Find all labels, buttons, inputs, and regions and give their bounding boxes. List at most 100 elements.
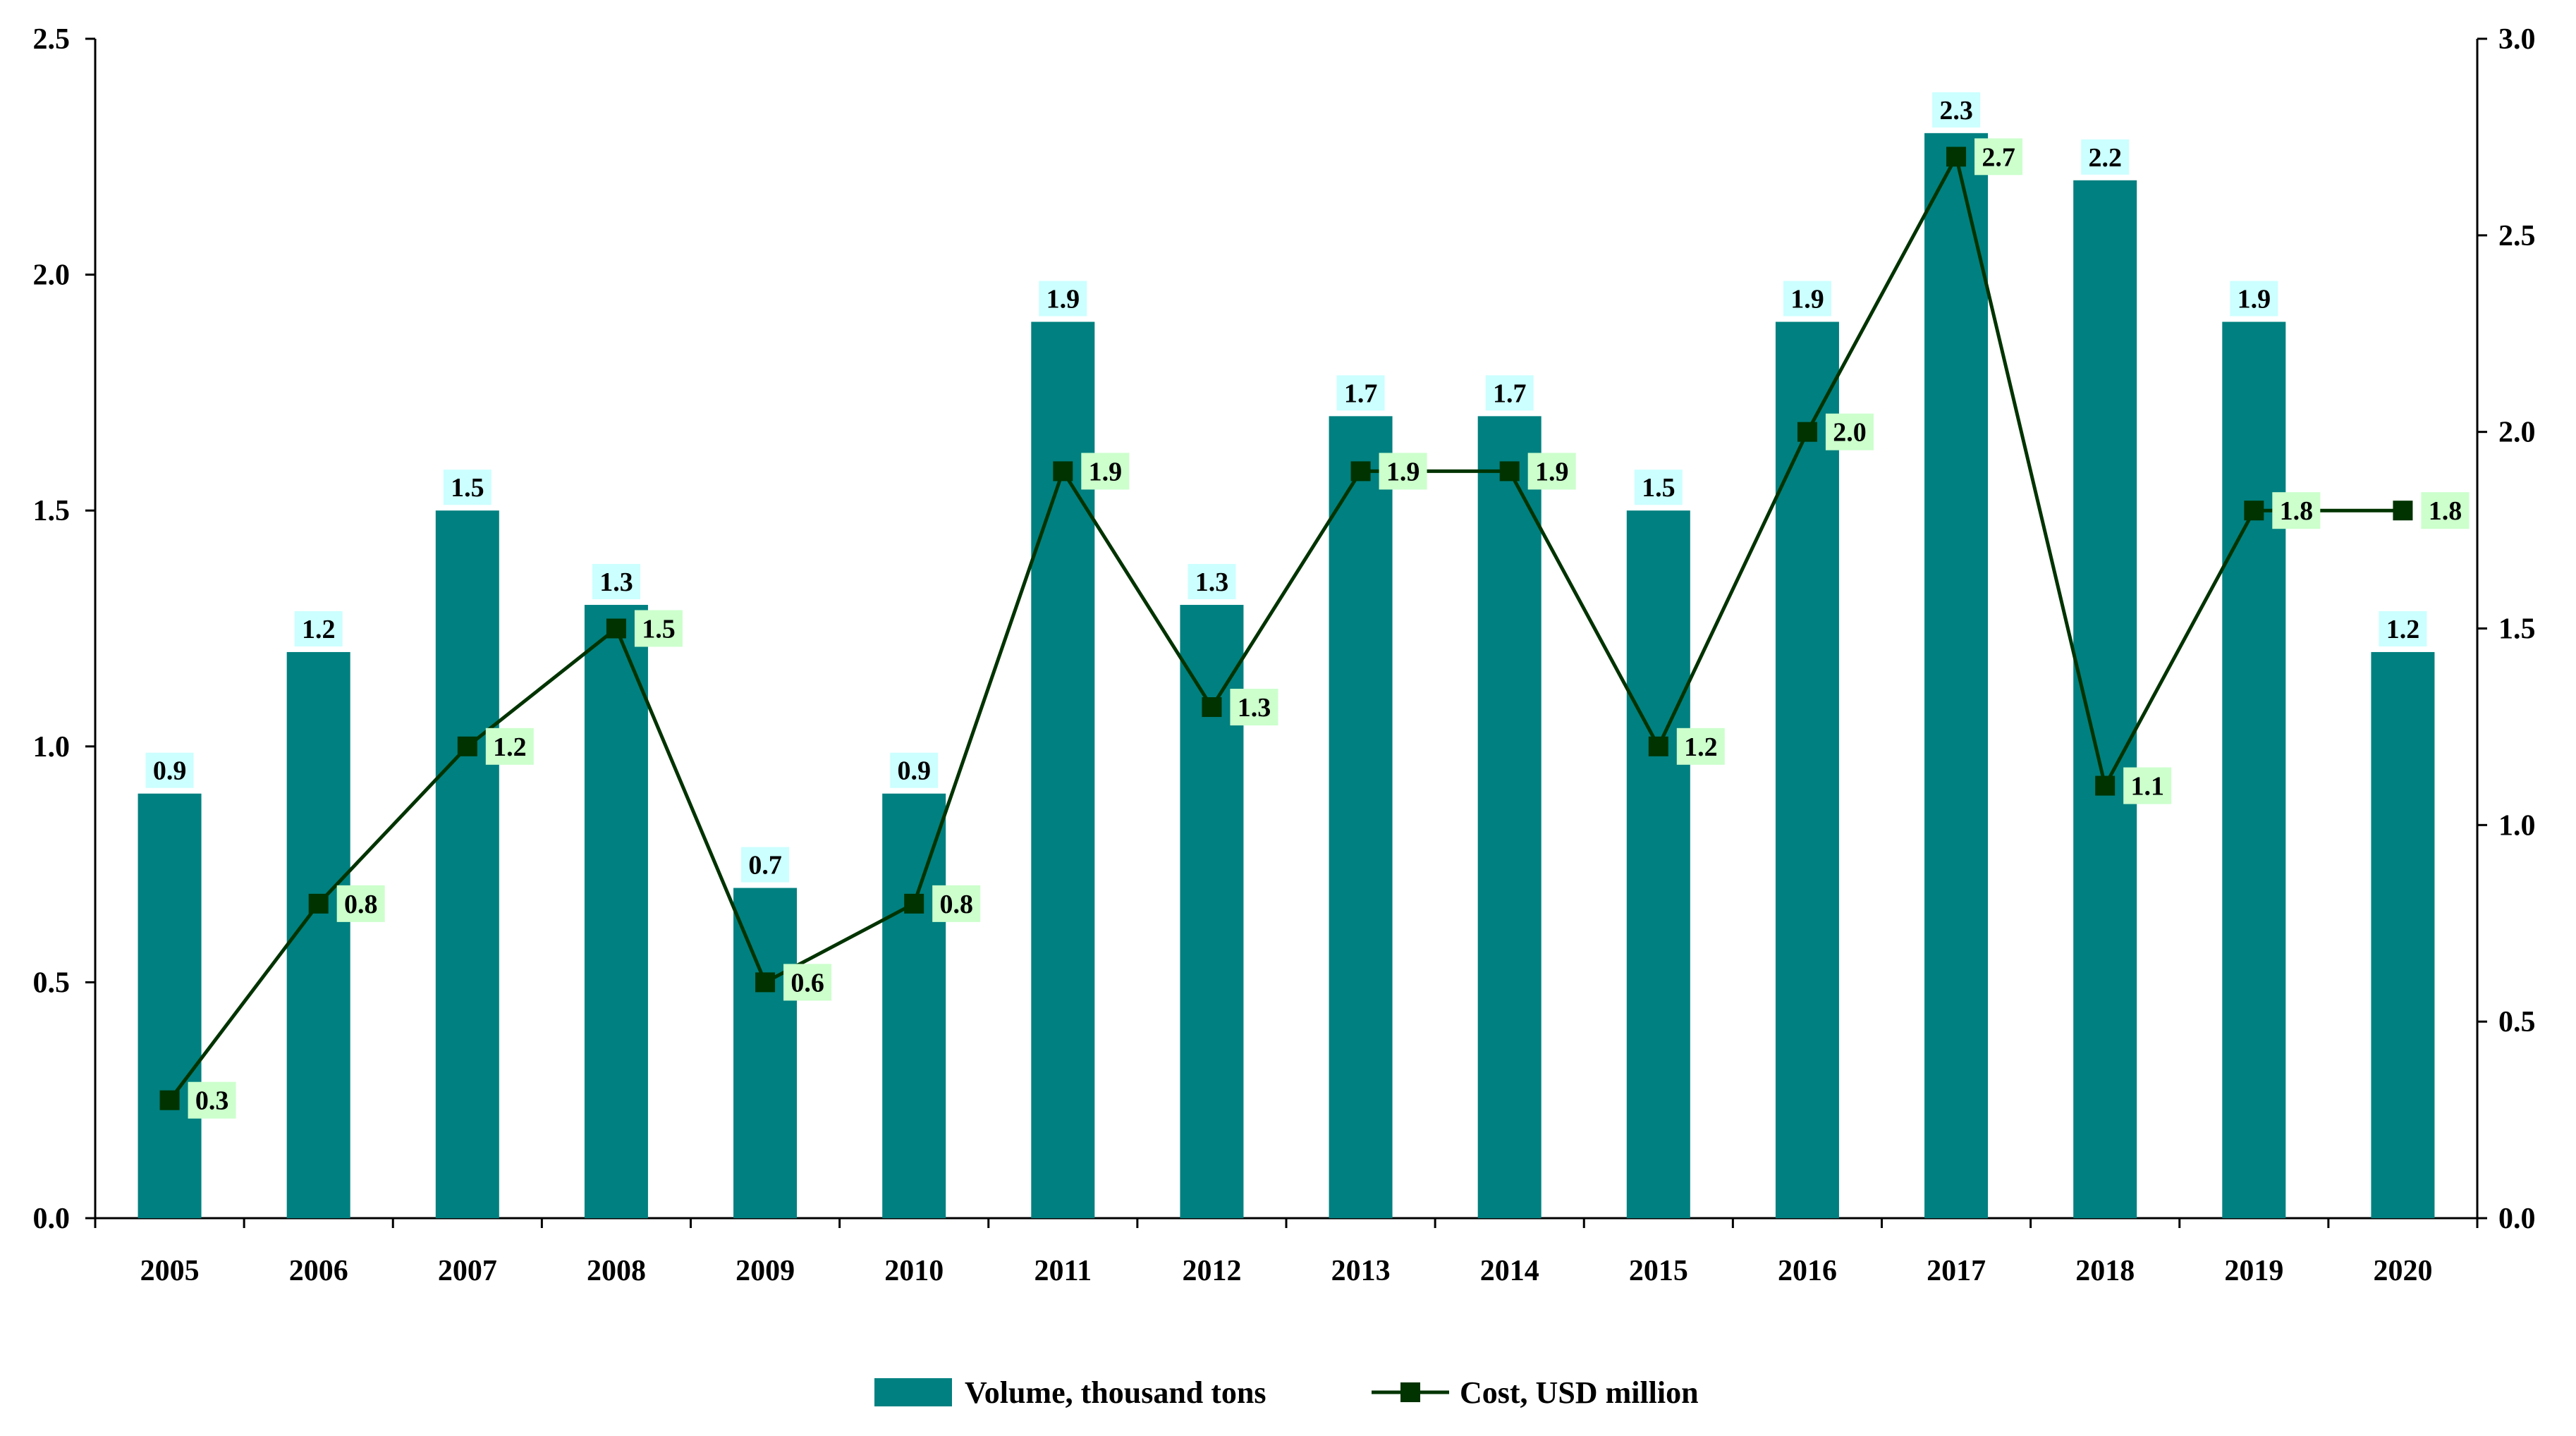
cost-data-label: 1.9 (1535, 457, 1569, 486)
right-axis-tick-label: 2.0 (2498, 417, 2536, 449)
volume-label-bg (1188, 564, 1236, 600)
cost-label-bg (188, 1081, 236, 1119)
cost-data-label: 2.0 (1833, 418, 1867, 448)
cost-label-bg (932, 885, 981, 922)
x-axis-tick-label: 2013 (1331, 1255, 1391, 1287)
cost-data-label: 1.3 (1238, 693, 1271, 723)
right-axis-tick-label: 2.5 (2498, 220, 2536, 252)
cost-data-label: 1.8 (2429, 496, 2462, 526)
volume-bar (435, 510, 499, 1218)
volume-bars (138, 133, 2435, 1219)
volume-label-bg (1336, 375, 1385, 411)
volume-data-label: 1.7 (1493, 379, 1527, 408)
x-axis-tick-label: 2019 (2224, 1255, 2283, 1287)
cost-marker (1202, 697, 1222, 718)
x-axis-tick-label: 2020 (2373, 1255, 2432, 1287)
cost-marker (1499, 461, 1520, 481)
right-axis-tick-label: 1.5 (2498, 613, 2536, 646)
cost-data-label: 1.2 (493, 732, 527, 762)
volume-data-label: 2.3 (1939, 96, 1973, 125)
x-axis-tick-label: 2012 (1182, 1255, 1241, 1287)
volume-data-label: 1.5 (1642, 473, 1675, 503)
axes: 0.0 0.5 1.0 1.5 2.0 2.5 0.0 0.5 1.0 1.5 2.0 2.5 3.0 2… (33, 23, 2536, 1287)
cost-label-bg (1081, 453, 1130, 490)
cost-data-label: 1.9 (1089, 457, 1123, 486)
cost-label-bg (1974, 138, 2023, 176)
cost-marker (1053, 461, 1073, 481)
cost-data-label: 1.9 (1386, 457, 1420, 486)
cost-marker (1946, 147, 1967, 167)
cost-label-bg (336, 885, 385, 922)
right-axis-tick-label: 3.0 (2498, 23, 2536, 56)
volume-data-label: 1.9 (1790, 285, 1824, 314)
cost-data-label: 0.8 (939, 890, 973, 919)
volume-label-bg (443, 470, 492, 505)
volume-label-bg (2379, 610, 2427, 646)
cost-label-bg (2123, 767, 2172, 804)
x-axis-tick-label: 2017 (1927, 1255, 1986, 1287)
cost-label-bg (1676, 728, 1725, 765)
left-axis-tick-label: 2.5 (33, 23, 71, 56)
x-axis-tick-label: 2018 (2075, 1255, 2135, 1287)
cost-label-bg (783, 964, 832, 1001)
cost-label-bg (485, 728, 534, 765)
cost-marker (755, 972, 776, 993)
cost-data-label: 1.2 (1684, 732, 1718, 762)
cost-data-label: 0.3 (195, 1086, 229, 1116)
cost-label-bg (1379, 453, 1427, 490)
cost-label-bg (1527, 453, 1576, 490)
cost-marker (457, 736, 477, 756)
volume-bar (882, 793, 946, 1218)
cost-data-label: 0.6 (790, 968, 824, 998)
volume-bar (138, 793, 202, 1218)
x-axis-tick-label: 2014 (1480, 1255, 1539, 1287)
cost-label-bg (1825, 413, 1874, 450)
cost-data-label: 2.7 (1982, 142, 2015, 172)
cost-label-bg (2272, 492, 2321, 529)
right-axis-tick-label: 0.5 (2498, 1006, 2536, 1038)
cost-label-bg (634, 610, 683, 647)
volume-label-bg (1634, 470, 1683, 505)
cost-line-path (168, 152, 2403, 1102)
legend-volume-label: Volume, thousand tons (965, 1375, 1266, 1410)
legend-cost-marker (1400, 1382, 1420, 1402)
cost-data-label: 0.8 (344, 890, 378, 919)
volume-bar (1329, 416, 1393, 1218)
cost-marker (2393, 501, 2413, 521)
volume-data-label: 1.9 (1046, 285, 1080, 314)
volume-label-bg (2230, 281, 2278, 317)
cost-marker (2244, 501, 2264, 521)
cost-marker (159, 1090, 180, 1110)
x-axis-tick-label: 2009 (735, 1255, 795, 1287)
cost-marker (904, 893, 924, 914)
volume-bar (1924, 133, 1989, 1219)
volume-bar (1775, 321, 1839, 1218)
volume-data-label: 1.2 (302, 615, 336, 644)
x-axis-tick-label: 2007 (438, 1255, 497, 1287)
volume-bar (1626, 510, 1690, 1218)
right-axis-tick-label: 1.0 (2498, 809, 2536, 842)
cost-label-bg (2421, 492, 2470, 529)
legend: Volume, thousand tons Cost, USD million (874, 1375, 1699, 1410)
volume-bar (2222, 321, 2286, 1218)
volume-label-bg (294, 610, 343, 646)
volume-label-bg (2081, 139, 2130, 175)
cost-marker (606, 618, 626, 639)
x-axis-tick-label: 2016 (1778, 1255, 1837, 1287)
volume-bar (584, 605, 648, 1218)
volume-bar (286, 651, 350, 1218)
cost-marker (1350, 461, 1371, 481)
cost-label-bg (1230, 689, 1278, 726)
left-axis-tick-label: 1.5 (33, 495, 71, 527)
volume-label-bg (1485, 375, 1534, 411)
volume-bar (733, 888, 798, 1218)
x-axis-tick-label: 2011 (1034, 1255, 1092, 1287)
left-axis-tick-label: 2.0 (33, 259, 71, 292)
cost-data-label: 1.8 (2280, 496, 2314, 526)
volume-bar (2371, 651, 2435, 1218)
cost-marker (1797, 422, 1817, 442)
cost-marker (308, 893, 329, 914)
x-axis-tick-label: 2006 (289, 1255, 348, 1287)
volume-data-label: 1.5 (451, 473, 484, 503)
